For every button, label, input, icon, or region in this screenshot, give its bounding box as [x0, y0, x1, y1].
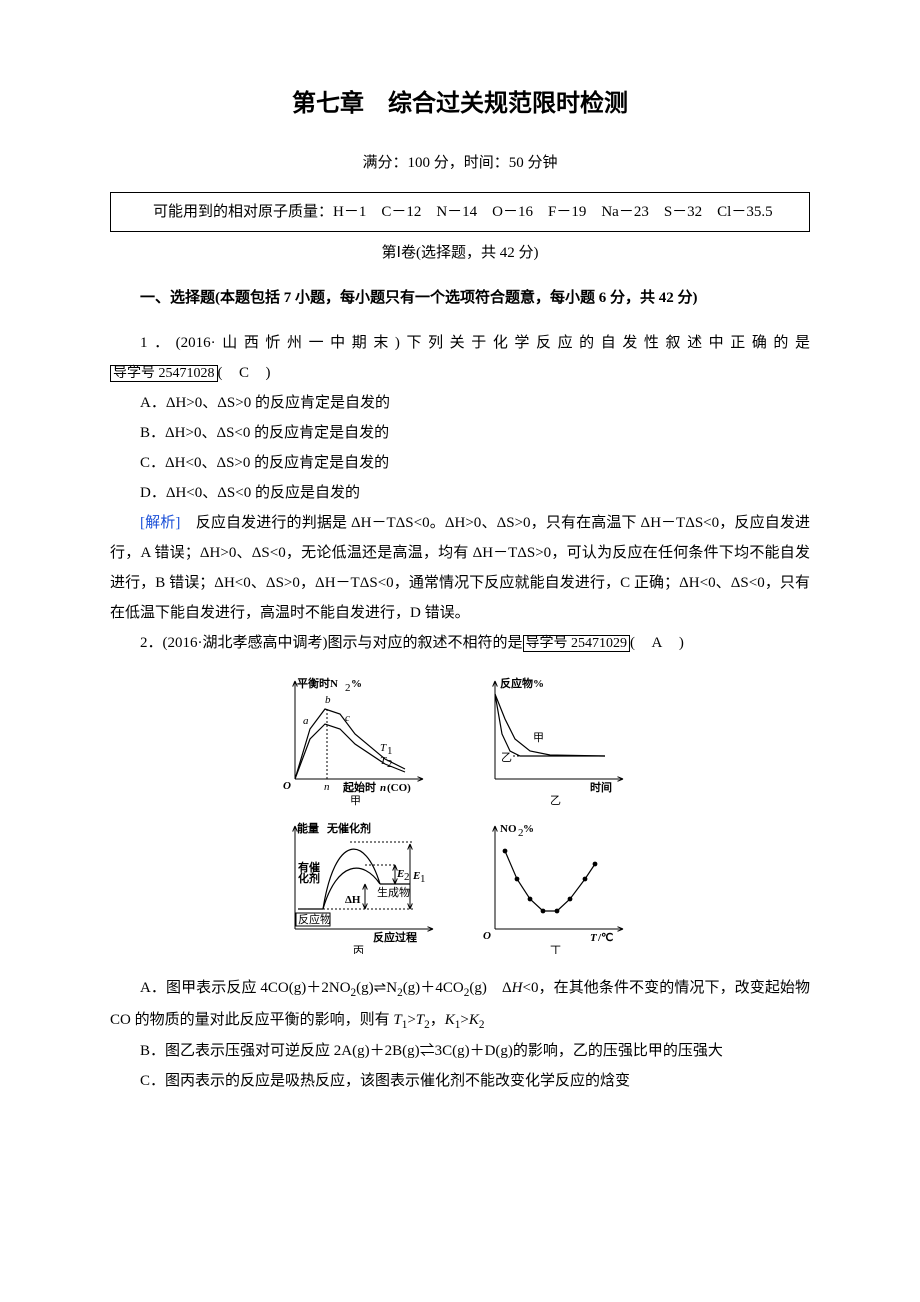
- svg-text:反应过程: 反应过程: [373, 930, 417, 944]
- svg-text:T: T: [380, 742, 387, 754]
- q2-optC-text: C．图丙表示的反应是吸热反应，该图表示催化剂不能改变化学反应的焓变: [140, 1073, 630, 1089]
- svg-text:时间: 时间: [590, 780, 612, 794]
- q1-answer: C: [239, 365, 249, 381]
- svg-text:O: O: [283, 780, 291, 792]
- q1-optD: D．ΔH<0、ΔS<0 的反应是自发的: [110, 478, 810, 508]
- svg-text:%: %: [351, 678, 362, 690]
- svg-text:1: 1: [387, 745, 393, 757]
- q1-ref: 导学号 25471028: [110, 365, 218, 382]
- juan-label: 第Ⅰ卷(选择题，共 42 分): [110, 238, 810, 268]
- svg-text:1: 1: [420, 873, 426, 885]
- q1-jiexi: [解析] 反应自发进行的判据是 ΔH－TΔS<0。ΔH>0、ΔS>0，只有在高温…: [110, 508, 810, 628]
- q2-figure-svg: 平衡时N2%abcT1T2On起始时n(CO)甲反应物%甲乙时间乙能量无催化剂有…: [270, 664, 650, 954]
- svg-text:丙: 丙: [353, 945, 364, 954]
- svg-text:NO: NO: [500, 823, 517, 835]
- q2-answer: A: [652, 635, 663, 651]
- svg-text:2: 2: [345, 682, 351, 694]
- svg-text:甲: 甲: [533, 732, 544, 744]
- q2-optC: C．图丙表示的反应是吸热反应，该图表示催化剂不能改变化学反应的焓变: [110, 1066, 810, 1096]
- q1-optA-text: A．ΔH>0、ΔS>0 的反应肯定是自发的: [140, 395, 390, 411]
- atomic-mass-box: 可能用到的相对原子质量：H－1 C－12 N－14 O－16 F－19 Na－2…: [110, 192, 810, 232]
- svg-text:/℃: /℃: [597, 932, 613, 944]
- q1-optB-text: B．ΔH>0、ΔS<0 的反应肯定是自发的: [140, 425, 389, 441]
- svg-text:平衡时N: 平衡时N: [297, 676, 338, 690]
- svg-text:n: n: [380, 782, 386, 794]
- q1-ref-line: 导学号 25471028(C): [110, 358, 810, 388]
- svg-text:有催: 有催: [298, 860, 320, 874]
- q1-stem-text: 1．(2016·山西忻州一中期末)下列关于化学反应的自发性叙述中正确的是: [140, 335, 810, 351]
- q2-optA: A．图甲表示反应 4CO(g)＋2NO2(g)⇌N2(g)＋4CO2(g) ΔH…: [110, 973, 810, 1036]
- svg-text:b: b: [325, 694, 331, 706]
- svg-text:起始时: 起始时: [342, 780, 376, 794]
- svg-text:ΔH: ΔH: [345, 894, 361, 906]
- q2-ref: 导学号 25471029: [523, 635, 631, 652]
- svg-text:甲: 甲: [350, 795, 361, 807]
- svg-text:%: %: [523, 823, 534, 835]
- q1-optC: C．ΔH<0、ΔS>0 的反应肯定是自发的: [110, 448, 810, 478]
- q1-jiexi-body: 反应自发进行的判据是 ΔH－TΔS<0。ΔH>0、ΔS>0，只有在高温下 ΔH－…: [110, 515, 810, 621]
- svg-text:能量: 能量: [297, 821, 319, 835]
- svg-text:T: T: [590, 932, 598, 944]
- q2-stem-text: 2．(2016·湖北孝感高中调考)图示与对应的叙述不相符的是: [140, 635, 523, 651]
- svg-text:化剂: 化剂: [298, 871, 320, 885]
- q2-stem: 2．(2016·湖北孝感高中调考)图示与对应的叙述不相符的是导学号 254710…: [110, 628, 810, 658]
- chapter-title: 第七章 综合过关规范限时检测: [110, 80, 810, 128]
- svg-text:无催化剂: 无催化剂: [326, 821, 371, 835]
- svg-text:T: T: [380, 755, 387, 767]
- q1-optB: B．ΔH>0、ΔS<0 的反应肯定是自发的: [110, 418, 810, 448]
- q1-optC-text: C．ΔH<0、ΔS>0 的反应肯定是自发的: [140, 455, 389, 471]
- svg-text:a: a: [303, 715, 309, 727]
- svg-text:生成物: 生成物: [377, 885, 410, 899]
- score-line: 满分：100 分，时间：50 分钟: [110, 148, 810, 178]
- svg-text:乙: 乙: [501, 751, 512, 764]
- svg-text:n: n: [324, 781, 330, 793]
- atomic-mass-text: 可能用到的相对原子质量：H－1 C－12 N－14 O－16 F－19 Na－2…: [123, 204, 773, 220]
- q2-optB: B．图乙表示压强对可逆反应 2A(g)＋2B(g)⇌3C(g)＋D(g)的影响，…: [110, 1036, 810, 1066]
- svg-text:2: 2: [387, 758, 393, 770]
- svg-text:(CO): (CO): [387, 782, 411, 794]
- svg-text:乙: 乙: [550, 794, 561, 807]
- q1-stem: 1．(2016·山西忻州一中期末)下列关于化学反应的自发性叙述中正确的是: [110, 328, 810, 358]
- svg-text:O: O: [483, 930, 491, 942]
- q2-optA-pre: A．图甲表示反应 4CO(g)＋2NO: [140, 980, 351, 996]
- section-heading: 一、选择题(本题包括 7 小题，每小题只有一个选项符合题意，每小题 6 分，共 …: [110, 283, 810, 313]
- q2-optB-text: B．图乙表示压强对可逆反应 2A(g)＋2B(g)⇌3C(g)＋D(g)的影响，…: [140, 1043, 723, 1059]
- jiexi-label: [解析]: [140, 515, 180, 531]
- svg-text:2: 2: [404, 871, 410, 883]
- svg-text:c: c: [345, 712, 350, 724]
- svg-text:丁: 丁: [550, 945, 561, 954]
- svg-text:反应物: 反应物: [298, 912, 331, 926]
- q1-optD-text: D．ΔH<0、ΔS<0 的反应是自发的: [140, 485, 360, 501]
- q1-optA: A．ΔH>0、ΔS>0 的反应肯定是自发的: [110, 388, 810, 418]
- svg-text:反应物%: 反应物%: [500, 676, 544, 690]
- q2-figures: 平衡时N2%abcT1T2On起始时n(CO)甲反应物%甲乙时间乙能量无催化剂有…: [110, 664, 810, 965]
